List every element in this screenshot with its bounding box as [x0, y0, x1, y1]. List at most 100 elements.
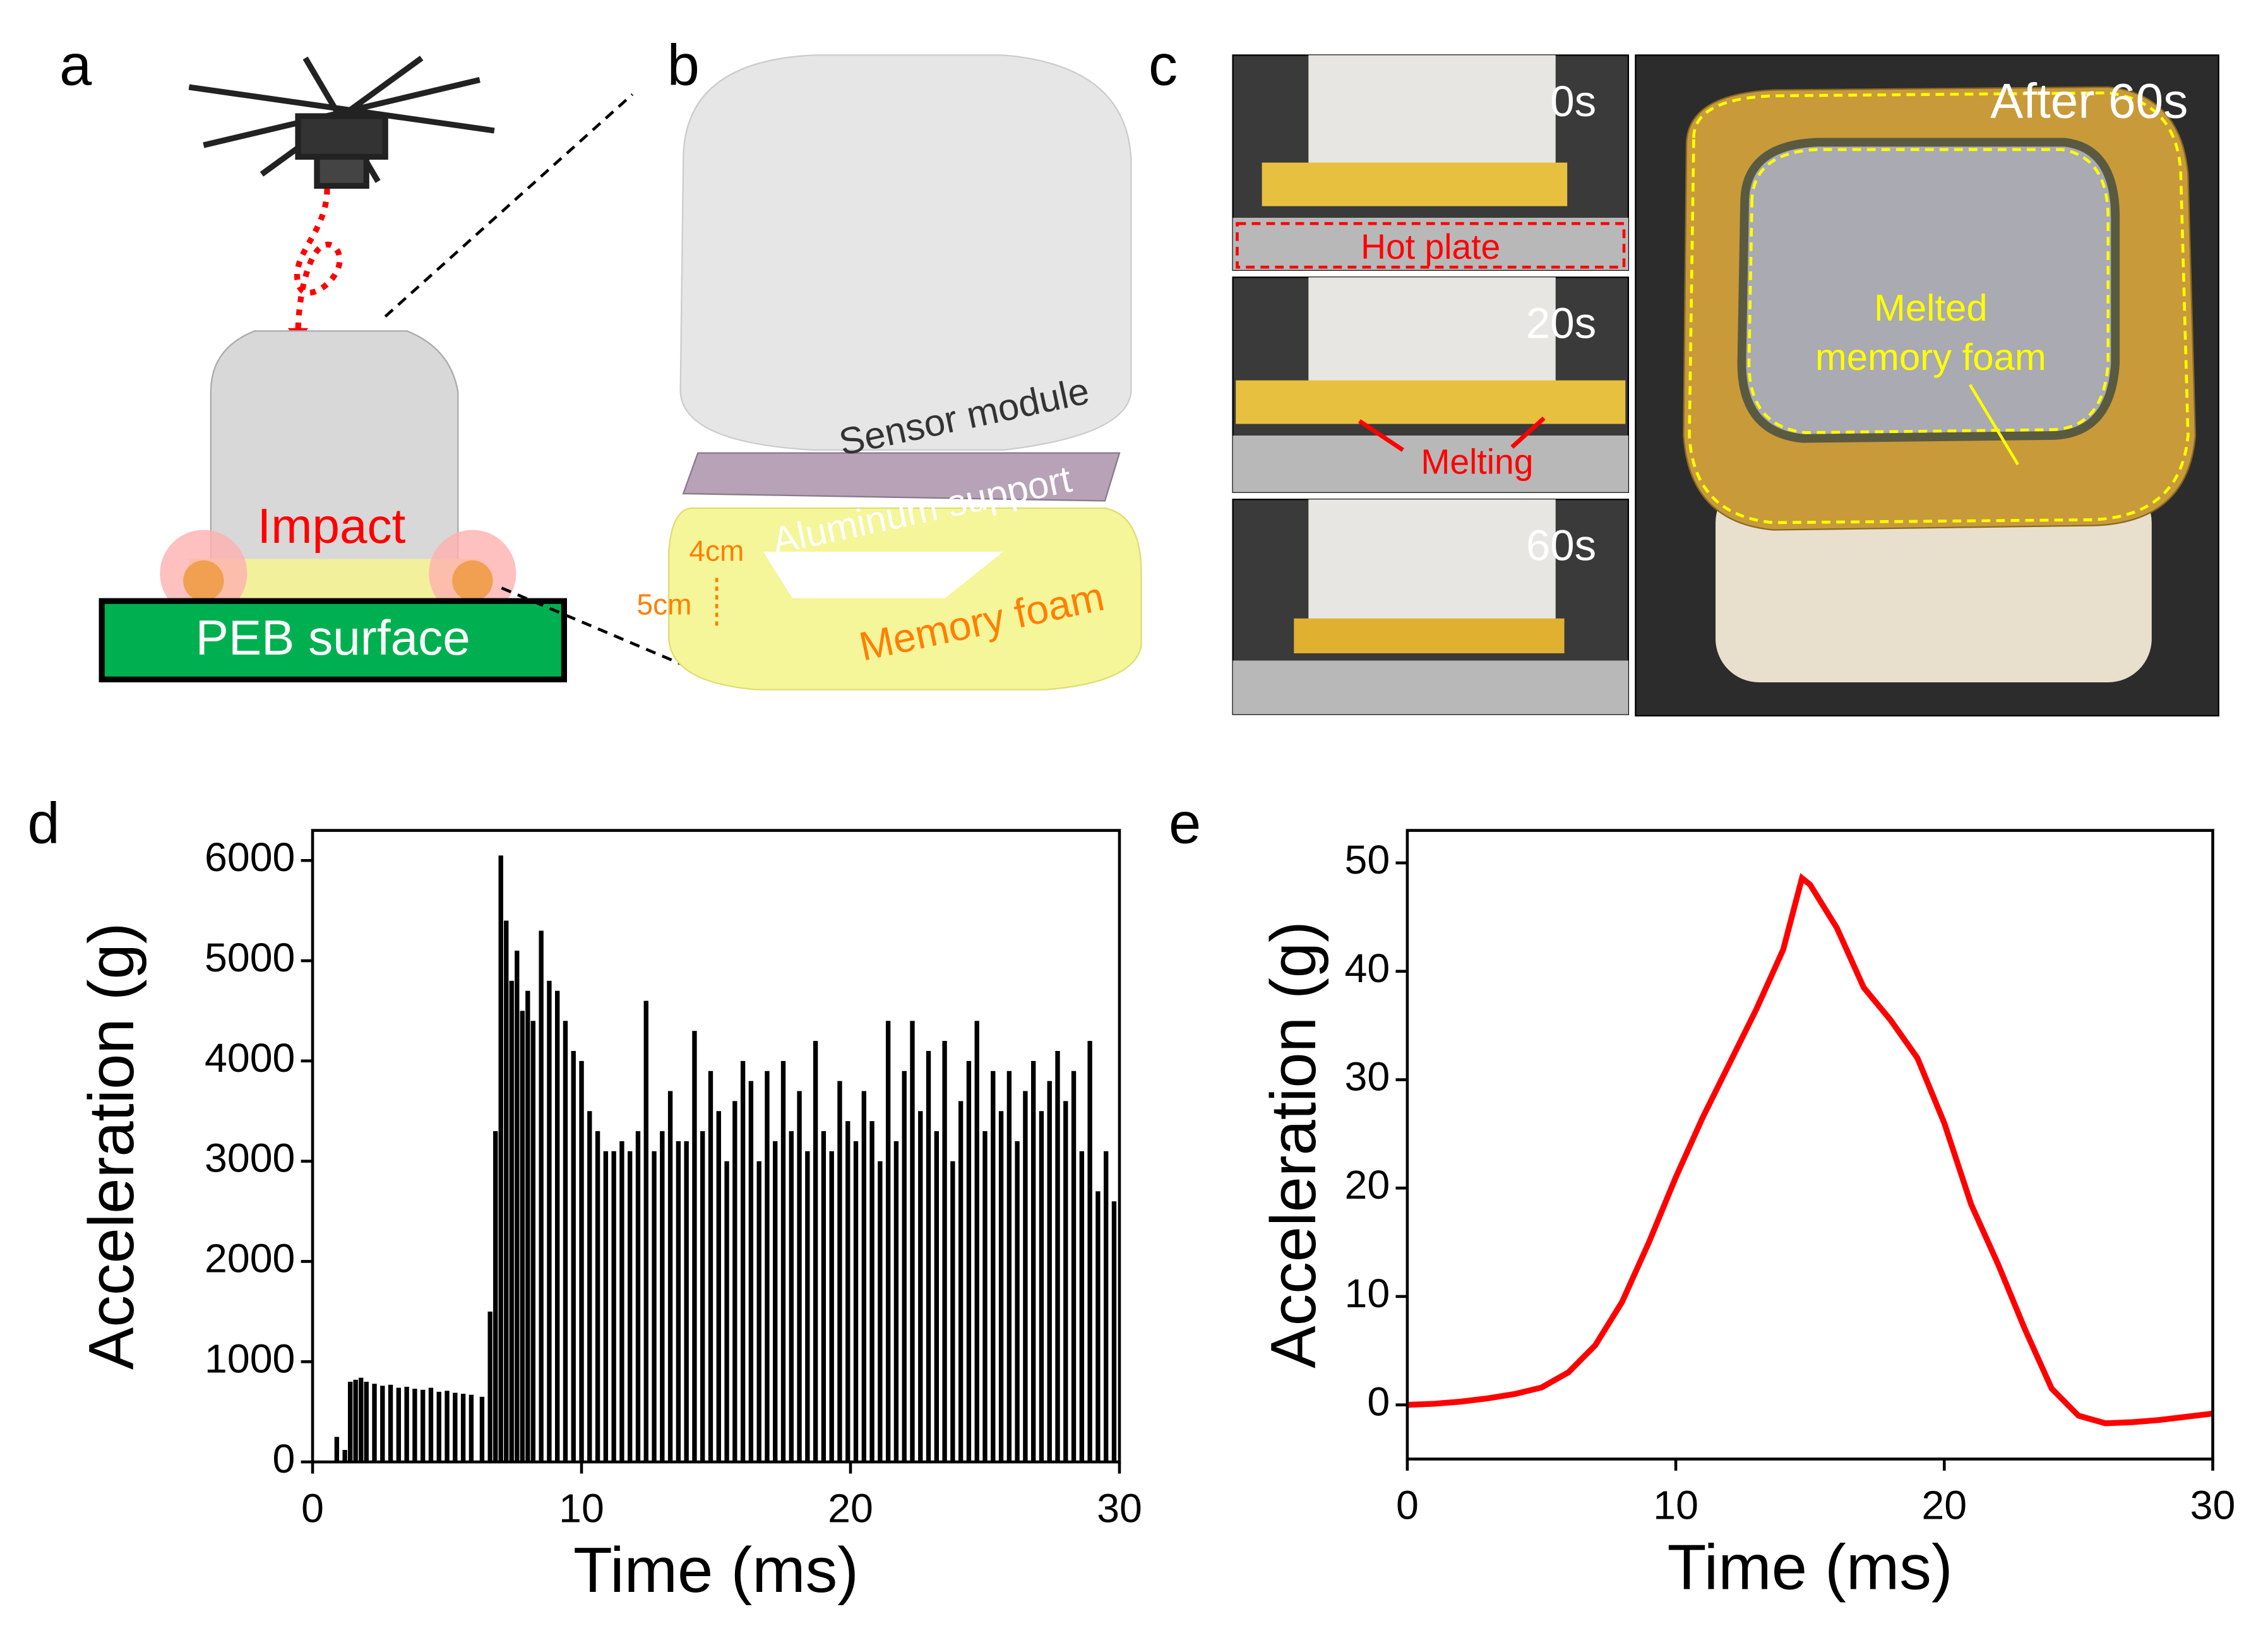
- spike: [635, 1131, 641, 1463]
- surface: [98, 598, 567, 682]
- melted-label: memory foam: [1815, 336, 2046, 378]
- y-tick-label: 50: [1345, 837, 1390, 882]
- drone-camera: [314, 153, 369, 189]
- photo-plate: [1232, 660, 1628, 715]
- spike: [353, 1379, 358, 1463]
- drone-arm: [203, 77, 480, 148]
- zoom-line: [384, 93, 634, 318]
- panel-letter: a: [59, 33, 92, 98]
- foam-hole: [763, 552, 1003, 598]
- spike: [813, 1041, 818, 1463]
- photo-block-top: [1737, 138, 2120, 443]
- photo-block: [1308, 55, 1556, 169]
- spike: [853, 1141, 859, 1463]
- sensor-block: [210, 330, 459, 567]
- aluminum-support: [682, 452, 1121, 502]
- spike: [469, 1394, 474, 1463]
- spike: [676, 1141, 681, 1463]
- spike: [587, 1111, 592, 1463]
- spike: [479, 1396, 485, 1463]
- spike: [692, 1031, 697, 1463]
- spike: [571, 1050, 576, 1463]
- x-tick-label: 20: [828, 1485, 873, 1531]
- spike: [845, 1121, 850, 1463]
- spike: [934, 1131, 939, 1463]
- impact-spot: [452, 560, 493, 602]
- outline-outer: [1688, 91, 2190, 525]
- dimension-label: 5cm: [637, 588, 692, 621]
- spike: [421, 1389, 426, 1463]
- spike: [1030, 1060, 1036, 1463]
- y-tick-label: 5000: [205, 935, 295, 980]
- panel-letter: d: [27, 790, 59, 855]
- drone: [188, 56, 495, 189]
- spike: [1039, 1111, 1044, 1463]
- y-tick-label: 6000: [205, 834, 295, 880]
- impact-spot: [183, 560, 224, 602]
- spike: [869, 1121, 874, 1463]
- spike: [780, 1060, 786, 1463]
- spike: [660, 1131, 665, 1463]
- melting-arrow: [1358, 419, 1404, 452]
- x-tick-label: 10: [1653, 1483, 1698, 1528]
- spike: [1047, 1081, 1052, 1463]
- y-tick-label: 30: [1345, 1054, 1390, 1100]
- drone-body: [295, 113, 388, 160]
- spike: [509, 980, 514, 1463]
- y-tick-label: 10: [1345, 1271, 1390, 1316]
- spike: [493, 1131, 498, 1463]
- fall-path: [294, 188, 343, 335]
- x-tick-label: 10: [559, 1485, 604, 1531]
- y-axis-label: Acceleration (g): [76, 923, 147, 1370]
- spike: [334, 1437, 340, 1463]
- panel-b: b Sensor module Aluminum support 4cm 5cm…: [637, 33, 1142, 691]
- spike: [436, 1391, 441, 1463]
- panel-letter: b: [667, 33, 700, 98]
- time-label: 0s: [1550, 77, 1596, 126]
- spike: [789, 1131, 794, 1463]
- spike: [380, 1386, 385, 1463]
- spike: [611, 1151, 616, 1463]
- spike: [603, 1151, 609, 1463]
- spike: [716, 1111, 721, 1463]
- spike: [498, 855, 503, 1463]
- spike: [878, 1161, 883, 1463]
- spike: [1103, 1151, 1109, 1463]
- spike: [396, 1387, 402, 1463]
- y-tick-label: 40: [1345, 946, 1390, 991]
- spike: [1095, 1191, 1101, 1463]
- spike: [1006, 1071, 1012, 1463]
- spike: [910, 1021, 915, 1463]
- photo-foam: [1294, 618, 1565, 653]
- spike: [966, 1060, 972, 1463]
- spike: [805, 1151, 810, 1463]
- spike: [445, 1391, 450, 1463]
- spike: [453, 1392, 458, 1463]
- photo-block: [1308, 277, 1556, 391]
- spike: [1023, 1091, 1028, 1463]
- plate-label: Hot plate: [1361, 227, 1500, 266]
- panel-a: a Impact PEB surface: [59, 33, 684, 682]
- spike: [530, 1021, 536, 1463]
- spike: [797, 1091, 802, 1463]
- spike: [342, 1450, 347, 1463]
- spike: [487, 1311, 492, 1463]
- x-tick-label: 0: [301, 1485, 324, 1531]
- spike: [942, 1041, 947, 1463]
- spike: [504, 920, 509, 1463]
- spike: [748, 1081, 754, 1463]
- spike: [628, 1151, 633, 1463]
- melting-label: Melting: [1421, 442, 1533, 482]
- melted-label: Melted: [1874, 287, 1988, 329]
- x-axis-label: Time (ms): [1668, 1532, 1953, 1603]
- x-tick-label: 30: [1097, 1485, 1142, 1531]
- y-tick-label: 4000: [205, 1035, 295, 1081]
- spike: [515, 951, 520, 1463]
- spike: [837, 1081, 842, 1463]
- spike: [950, 1161, 955, 1463]
- x-axis-label: Time (ms): [573, 1534, 859, 1606]
- spike: [619, 1141, 624, 1463]
- spike: [756, 1161, 761, 1463]
